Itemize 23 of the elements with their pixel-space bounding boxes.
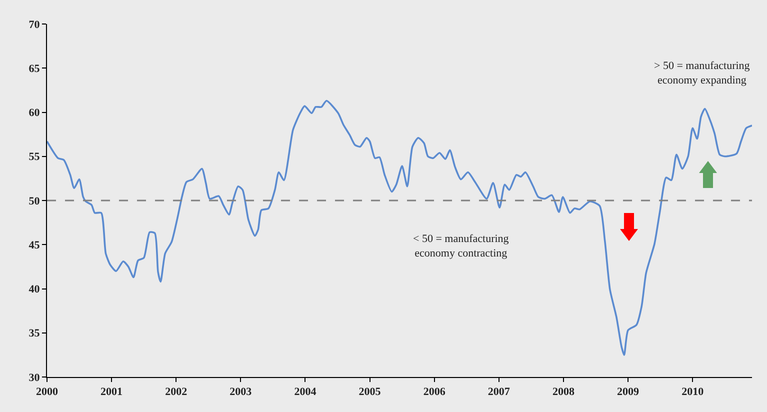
x-tick-label: 2009: [617, 386, 640, 398]
x-tick-label: 2008: [552, 386, 575, 398]
x-tick-label: 2004: [294, 386, 317, 398]
line-series: [47, 100, 752, 356]
x-tick-label: 2002: [165, 386, 188, 398]
x-tick-label: 2005: [358, 386, 382, 398]
y-tick-label: 70: [28, 18, 40, 31]
x-tick-label: 2001: [100, 386, 123, 398]
x-tick-label: 2010: [682, 386, 704, 398]
y-tick-label: 30: [28, 372, 40, 384]
y-tick-label: 40: [28, 284, 40, 296]
y-tick-label: 45: [28, 239, 40, 252]
annotation: < 50 = manufacturing economy contracting: [413, 233, 510, 260]
x-tick-label: 2003: [230, 386, 252, 398]
y-tick-label: 60: [28, 107, 40, 120]
y-tick-label: 50: [28, 195, 40, 208]
y-tick-label: 35: [28, 328, 40, 340]
x-tick-label: 2000: [36, 386, 58, 398]
y-tick-label: 65: [28, 62, 40, 75]
x-tick-label: 2007: [488, 386, 510, 398]
y-tick-label: 55: [28, 151, 40, 164]
annotation: > 50 = manufacturing economy expanding: [654, 60, 750, 86]
x-tick-label: 2006: [423, 386, 446, 398]
